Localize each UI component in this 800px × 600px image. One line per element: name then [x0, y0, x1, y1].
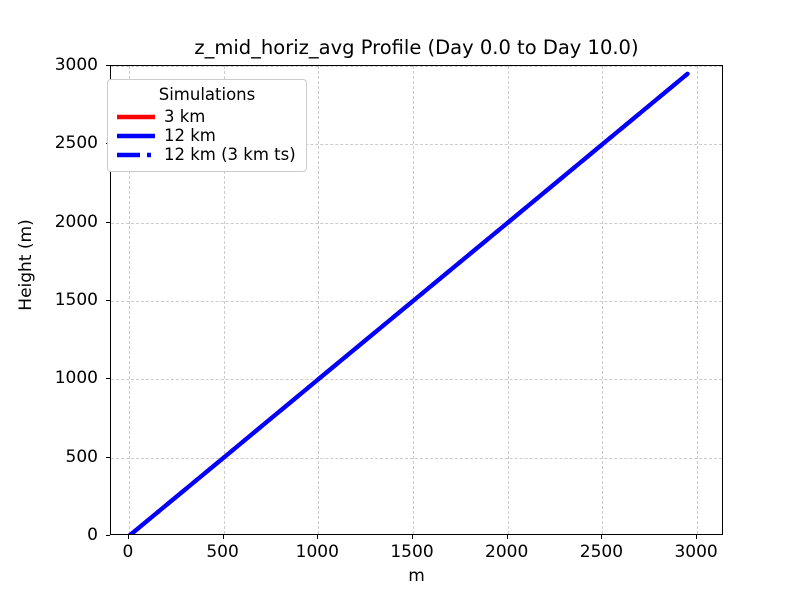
gridline-vertical — [507, 66, 509, 534]
y-tick-500 — [106, 456, 110, 458]
x-ticklabel-2000: 2000 — [485, 542, 529, 562]
gridline-vertical — [223, 66, 225, 534]
x-ticklabel-1000: 1000 — [295, 542, 339, 562]
chart-title: z_mid_horiz_avg Profile (Day 0.0 to Day … — [194, 36, 639, 59]
series-line-12km-3km-ts — [128, 72, 689, 534]
y-ticklabel-3000: 3000 — [54, 55, 98, 75]
gridline-horizontal — [111, 144, 722, 146]
y-ticklabel-0: 0 — [87, 525, 98, 545]
x-ticklabel-2500: 2500 — [579, 542, 624, 562]
legend-swatch-3km — [116, 110, 156, 124]
x-tick-500 — [222, 535, 224, 539]
legend-swatch-12km-3km-ts — [116, 148, 156, 162]
plot-area — [111, 66, 722, 534]
y-tick-2000 — [106, 221, 110, 223]
data-lines-svg — [128, 71, 690, 534]
x-ticklabel-3000: 3000 — [674, 542, 718, 562]
gridline-vertical — [602, 66, 604, 534]
y-ticklabel-2500: 2500 — [54, 133, 98, 154]
y-ticklabel-1500: 1500 — [54, 290, 98, 310]
x-tick-2500 — [601, 535, 603, 539]
gridline-horizontal — [111, 66, 722, 67]
y-ticklabel-2000: 2000 — [54, 211, 98, 232]
y-tick-0 — [106, 535, 110, 536]
legend-label-12km: 12 km — [164, 126, 216, 145]
x-ticklabel-500: 500 — [206, 542, 239, 562]
x-tick-0 — [127, 535, 129, 539]
x-tick-1500 — [412, 535, 413, 539]
y-tick-1000 — [106, 378, 110, 380]
gridline-vertical — [318, 66, 320, 534]
x-ticklabel-1500: 1500 — [390, 542, 434, 562]
x-tick-3000 — [696, 535, 698, 539]
gridline-horizontal — [111, 379, 722, 381]
y-axis-label: Height (m) — [16, 219, 36, 311]
legend-label-12km-3km-ts: 12 km (3 km ts) — [164, 145, 296, 164]
gridline-horizontal — [111, 457, 722, 459]
legend-title: Simulations — [158, 85, 256, 104]
y-ticklabel-1000: 1000 — [54, 368, 98, 389]
y-tick-1500 — [106, 300, 110, 301]
legend-item-12km-3km-ts[interactable]: 12 km (3 km ts) — [116, 145, 298, 164]
x-tick-2000 — [506, 535, 508, 539]
y-tick-3000 — [106, 65, 110, 66]
legend-item-12km[interactable]: 12 km — [116, 126, 298, 145]
x-ticklabel-0: 0 — [122, 542, 134, 562]
legend-label-3km: 3 km — [164, 107, 206, 126]
legend-swatch-12km — [116, 129, 156, 143]
gridline-vertical — [128, 66, 130, 534]
x-tick-1000 — [317, 535, 319, 539]
legend-item-3km[interactable]: 3 km — [116, 107, 298, 126]
gridline-horizontal — [111, 301, 722, 302]
gridline-horizontal — [111, 222, 722, 224]
x-axis-label: m — [408, 566, 425, 586]
legend[interactable]: Simulations 3 km 12 km 12 — [107, 79, 307, 172]
y-ticklabel-500: 500 — [65, 446, 98, 467]
gridline-vertical — [697, 66, 699, 534]
